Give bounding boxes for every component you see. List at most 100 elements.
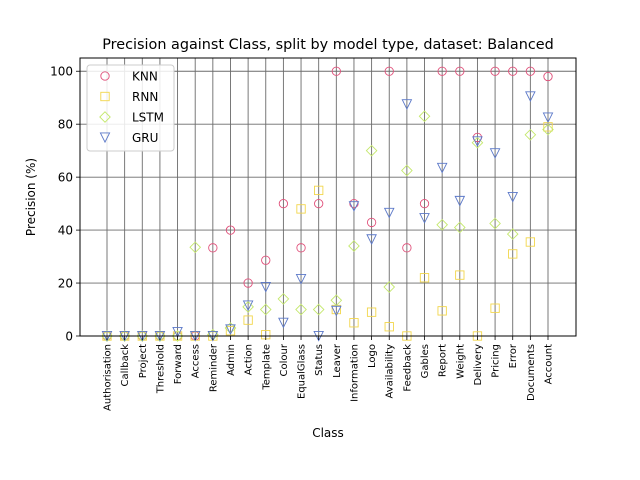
x-tick-label: Access <box>191 344 202 378</box>
x-tick-label: Forward <box>173 344 184 384</box>
point-knn <box>314 198 324 209</box>
point-knn <box>437 66 447 76</box>
point-rnn <box>296 204 306 214</box>
point-knn <box>331 66 341 76</box>
point-rnn <box>419 273 430 283</box>
x-tick-label: Status <box>314 344 325 376</box>
x-tick-label: Colour <box>279 343 290 376</box>
legend-marker-knn <box>100 71 110 81</box>
point-knn <box>278 198 289 209</box>
point-rnn <box>508 249 518 259</box>
point-knn <box>490 66 500 76</box>
point-rnn <box>455 270 465 280</box>
x-tick-label: Information <box>349 344 360 402</box>
y-tick-label: 60 <box>58 171 73 185</box>
point-gru <box>295 274 307 285</box>
point-rnn <box>349 318 359 328</box>
point-lstm <box>542 123 554 136</box>
legend-label-knn: KNN <box>132 70 158 84</box>
point-lstm <box>277 293 290 305</box>
legend-label-lstm: LSTM <box>132 111 164 125</box>
y-tick-label: 100 <box>50 65 73 79</box>
point-lstm <box>383 281 396 293</box>
point-gru <box>401 99 413 110</box>
point-knn <box>455 66 465 76</box>
ticks-layer: Authorisation Callback Project Threshold For… <box>50 65 554 411</box>
legend-marker-lstm <box>99 111 111 123</box>
x-tick-label: Threshold <box>155 344 166 394</box>
point-gru <box>489 148 501 159</box>
point-gru <box>525 91 536 102</box>
grid-layer <box>80 58 576 337</box>
x-tick-label: Account <box>544 344 555 384</box>
point-knn <box>508 66 518 76</box>
x-tick-label: Action <box>244 344 255 375</box>
y-tick-label: 0 <box>65 330 73 344</box>
x-axis-label: Class <box>312 426 344 440</box>
point-lstm <box>259 303 272 316</box>
point-gru <box>454 195 466 207</box>
point-knn <box>366 217 377 228</box>
point-knn <box>402 243 412 253</box>
x-tick-label: Feedback <box>402 344 413 392</box>
point-knn <box>384 66 394 76</box>
point-gru <box>278 317 289 329</box>
point-lstm <box>471 136 484 149</box>
point-knn <box>525 66 536 76</box>
x-tick-label: Gables <box>420 344 431 378</box>
x-tick-label: Callback <box>120 344 131 387</box>
point-lstm <box>365 144 378 157</box>
point-knn <box>243 278 253 288</box>
x-tick-label: Delivery <box>473 344 484 386</box>
point-lstm <box>453 221 466 234</box>
point-rnn <box>384 322 394 332</box>
legend-label-gru: GRU <box>132 131 158 145</box>
point-gru <box>542 112 554 124</box>
point-gru <box>366 234 377 245</box>
x-tick-label: EqualGlass <box>297 344 308 399</box>
point-knn <box>419 198 430 209</box>
x-tick-label: Documents <box>526 344 537 401</box>
point-gru <box>507 191 519 203</box>
point-lstm <box>189 241 202 254</box>
y-tick-label: 80 <box>58 118 73 132</box>
y-axis-label: Precision (%) <box>24 158 38 236</box>
y-tick-label: 20 <box>58 277 73 291</box>
point-rnn <box>490 303 500 313</box>
point-rnn <box>243 315 253 325</box>
point-gru <box>472 136 483 148</box>
point-lstm <box>348 240 360 252</box>
x-tick-label: Logo <box>367 344 378 368</box>
point-lstm <box>436 218 448 231</box>
point-lstm <box>330 294 343 307</box>
point-lstm <box>418 110 431 123</box>
point-lstm <box>489 217 501 230</box>
point-gru <box>383 207 395 219</box>
point-lstm <box>312 303 325 316</box>
point-knn <box>543 71 553 82</box>
point-lstm <box>401 164 413 177</box>
x-tick-label: Reminder <box>208 343 219 392</box>
point-rnn <box>314 185 324 196</box>
point-gru <box>330 305 342 317</box>
x-tick-label: Weight <box>455 344 466 379</box>
chart-title: Precision against Class, split by model … <box>102 37 554 53</box>
point-gru <box>419 213 430 224</box>
point-knn <box>261 255 271 265</box>
x-tick-label: Leaver <box>332 343 343 378</box>
point-gru <box>348 201 360 212</box>
x-tick-label: Project <box>138 344 149 378</box>
point-lstm <box>171 330 184 342</box>
x-tick-label: Template <box>261 344 272 391</box>
x-tick-label: Error <box>508 343 519 368</box>
x-tick-label: Report <box>438 344 449 377</box>
point-rnn <box>437 306 447 316</box>
legend-marker-gru <box>99 132 111 144</box>
legend-label-rnn: RNN <box>132 90 158 104</box>
point-knn <box>349 198 359 209</box>
point-lstm <box>506 228 519 240</box>
point-lstm <box>242 301 254 313</box>
x-tick-label: Authorisation <box>103 344 114 411</box>
point-gru <box>260 281 272 293</box>
